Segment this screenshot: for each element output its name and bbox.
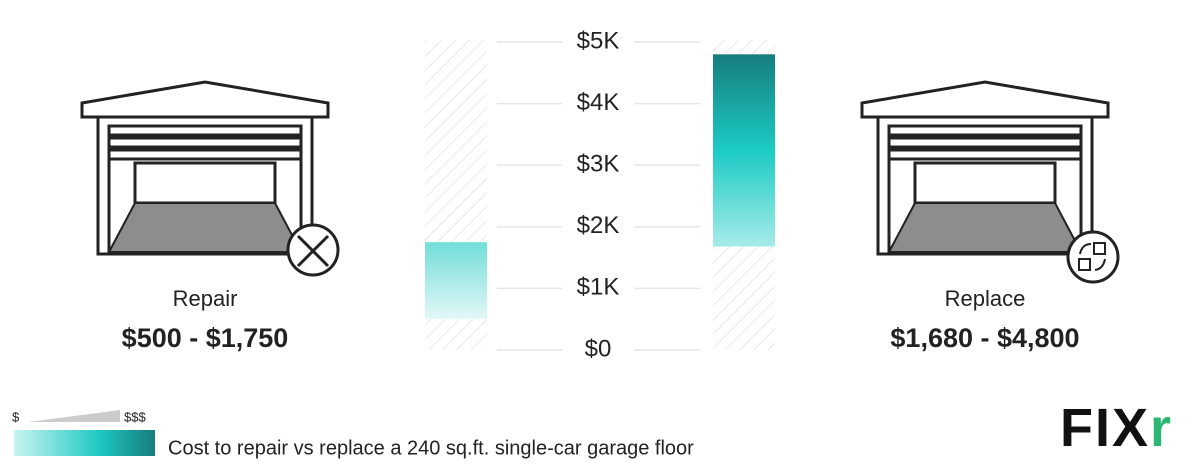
y-tick-label: $3K	[577, 151, 620, 178]
y-tick-label: $5K	[577, 27, 620, 54]
caption: Cost to repair vs replace a 240 sq.ft. s…	[168, 437, 694, 459]
garage-icon	[860, 80, 1120, 284]
bar	[713, 54, 775, 247]
value-label: $1,680 - $4,800	[890, 323, 1079, 353]
legend-low: $	[12, 409, 20, 424]
y-tick-label: $1K	[577, 274, 620, 301]
logo-text: FIX	[1060, 398, 1150, 458]
logo: FIXr	[1060, 398, 1173, 458]
logo-accent: r	[1150, 398, 1173, 458]
y-tick-label: $2K	[577, 212, 620, 239]
garage-icon	[80, 80, 340, 277]
legend-gradient	[14, 430, 155, 456]
legend-high: $$$	[124, 409, 146, 424]
legend-wedge	[28, 410, 120, 422]
y-tick-label: $4K	[577, 89, 620, 116]
category-label: Repair	[173, 286, 238, 311]
category-label: Replace	[945, 286, 1026, 311]
bar	[425, 242, 487, 320]
value-label: $500 - $1,750	[122, 323, 289, 353]
y-tick-label: $0	[585, 335, 612, 362]
legend: $ $$$	[12, 409, 155, 456]
